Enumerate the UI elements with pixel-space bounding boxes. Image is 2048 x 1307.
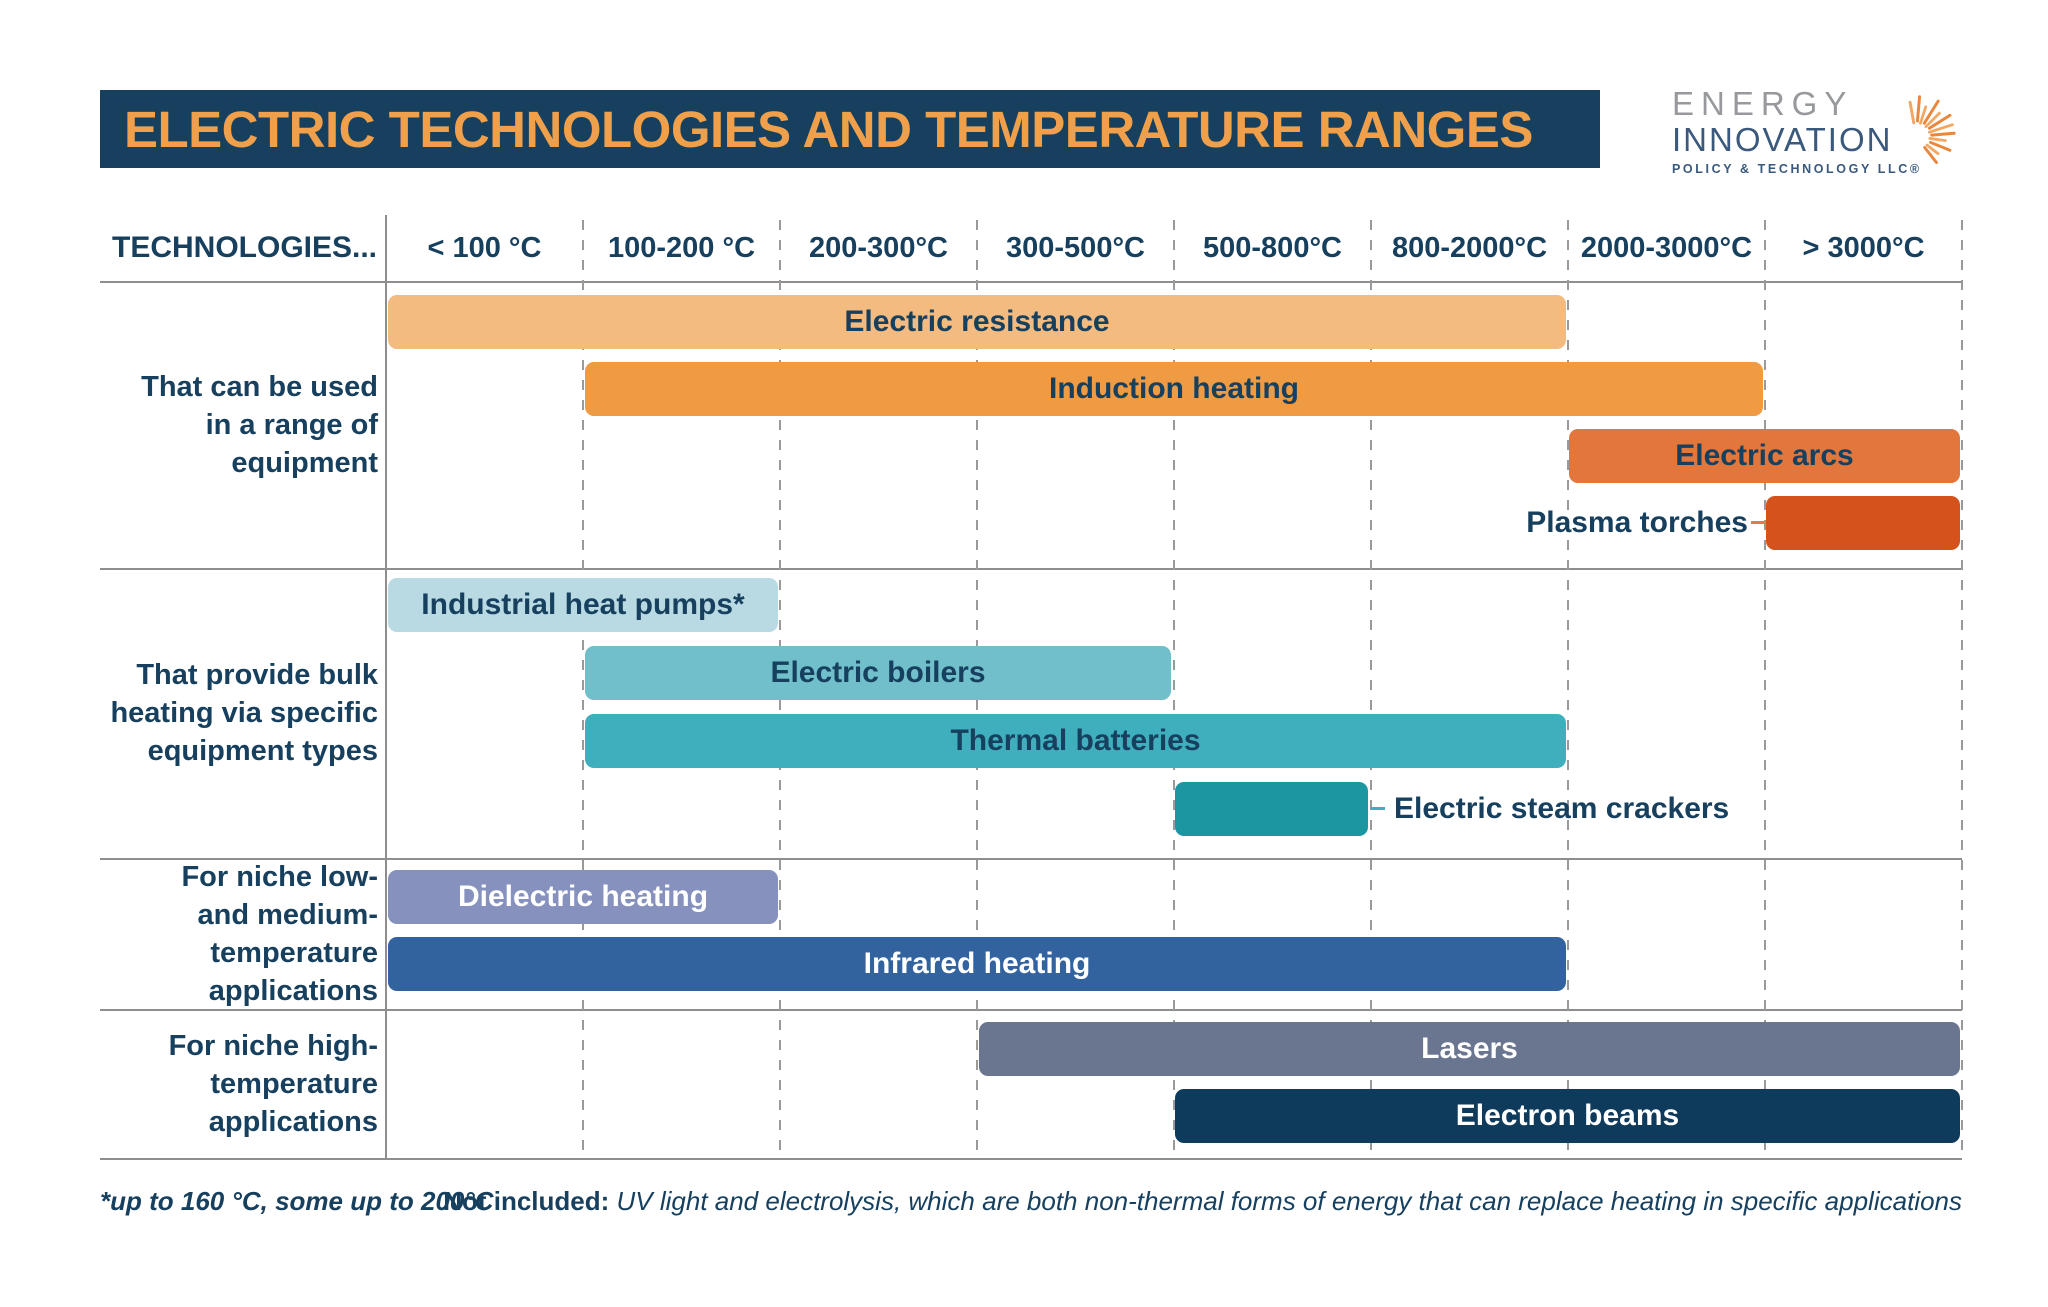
bar-label: Induction heating	[1049, 372, 1299, 405]
sunburst-icon	[1908, 95, 1956, 164]
column-header-500-800: 500-800°C	[1203, 231, 1342, 264]
column-header-800-2000: 800-2000°C	[1391, 231, 1548, 264]
bar-label: Infrared heating	[863, 947, 1091, 980]
logo-innovation-text: INNOVATION	[1672, 121, 1893, 158]
bar-lasers: Lasers	[979, 1022, 1960, 1076]
bar-label: Electric arcs	[1675, 439, 1854, 472]
bar-thermal-batteries: Thermal batteries	[585, 714, 1566, 768]
bar-label: Industrial heat pumps*	[421, 588, 745, 621]
bar-electric-arcs: Electric arcs	[1569, 429, 1960, 483]
page-title: ELECTRIC TECHNOLOGIES AND TEMPERATURE RA…	[124, 100, 1533, 158]
column-header-lt100: < 100 °C	[427, 231, 542, 264]
group-label-range-of-equipment: That can be used in a range of equipment	[141, 370, 378, 479]
group-label-bulk-heating: That provide bulk heating via specific e…	[110, 659, 378, 767]
bar-electric-boilers: Electric boilers	[585, 646, 1171, 700]
row-header-technologies: TECHNOLOGIES...	[112, 231, 378, 264]
group-label-niche-high: For niche high- temperature applications	[168, 1029, 378, 1138]
grid-vline-right-edge	[1961, 220, 1963, 1158]
column-header-100-200: 100-200 °C	[607, 231, 756, 264]
bar-industrial-heat-pumps: Industrial heat pumps*	[388, 578, 778, 632]
bar-electric-resistance: Electric resistance	[388, 295, 1566, 349]
bar-label: Lasers	[1421, 1032, 1518, 1065]
column-header-gt3000: > 3000°C	[1802, 231, 1925, 264]
footnote-heat-pumps: *up to 160 °C, some up to 200°C	[100, 1186, 494, 1216]
column-header-2000-3000: 2000-3000°C	[1580, 231, 1753, 264]
column-header-200-300: 200-300°C	[809, 231, 948, 264]
group-divider-line-2	[100, 858, 1962, 860]
column-header-300-500: 300-500°C	[1006, 231, 1145, 264]
electric-steam-crackers-label: Electric steam crackers	[1394, 792, 1730, 825]
title-bar: ELECTRIC TECHNOLOGIES AND TEMPERATURE RA…	[100, 90, 1600, 168]
grid-vline-3000	[1764, 220, 1766, 1158]
steam-crackers-connector-line	[1371, 807, 1385, 810]
bar-plasma-torches	[1766, 496, 1960, 550]
bar-label: Thermal batteries	[950, 724, 1201, 757]
bar-infrared-heating: Infrared heating	[388, 937, 1566, 991]
logo-energy-text: ENERGY	[1672, 85, 1854, 122]
logo-tagline-text: POLICY & TECHNOLOGY LLC®	[1672, 162, 1922, 176]
bar-label: Electric boilers	[770, 656, 986, 689]
energy-innovation-logo: ENERGY INNOVATION POLICY & TECHNOLOGY LL…	[1672, 86, 1982, 201]
group-divider-line-1	[100, 568, 1962, 570]
bottom-border-line	[100, 1158, 1962, 1160]
bar-label: Electron beams	[1455, 1099, 1680, 1132]
bar-electric-steam-crackers	[1175, 782, 1368, 836]
group-divider-line-3	[100, 1009, 1962, 1011]
bar-induction-heating: Induction heating	[585, 362, 1763, 416]
plasma-torches-label: Plasma torches	[1526, 506, 1748, 539]
grid-vline-800	[1370, 220, 1372, 1158]
bar-dielectric-heating: Dielectric heating	[388, 870, 778, 924]
grid-vline-500	[1173, 220, 1175, 1158]
header-divider-line	[100, 281, 1962, 283]
bar-electron-beams: Electron beams	[1175, 1089, 1960, 1143]
plasma-torches-connector-line	[1751, 521, 1765, 524]
group-label-niche-low-medium: For niche low- and medium- temperature a…	[181, 860, 378, 1007]
grid-vline-100	[582, 220, 584, 1158]
grid-vline-2000	[1567, 220, 1569, 1158]
footnote-not-included-text: UV light and electrolysis, which are bot…	[609, 1186, 1963, 1216]
bar-label: Electric resistance	[844, 305, 1110, 338]
label-column-divider	[385, 215, 387, 1160]
footnote-not-included: Not included: UV light and electrolysis,…	[443, 1186, 1962, 1217]
footnote-not-included-bold: Not included:	[443, 1186, 610, 1216]
bar-label: Dielectric heating	[457, 880, 709, 913]
